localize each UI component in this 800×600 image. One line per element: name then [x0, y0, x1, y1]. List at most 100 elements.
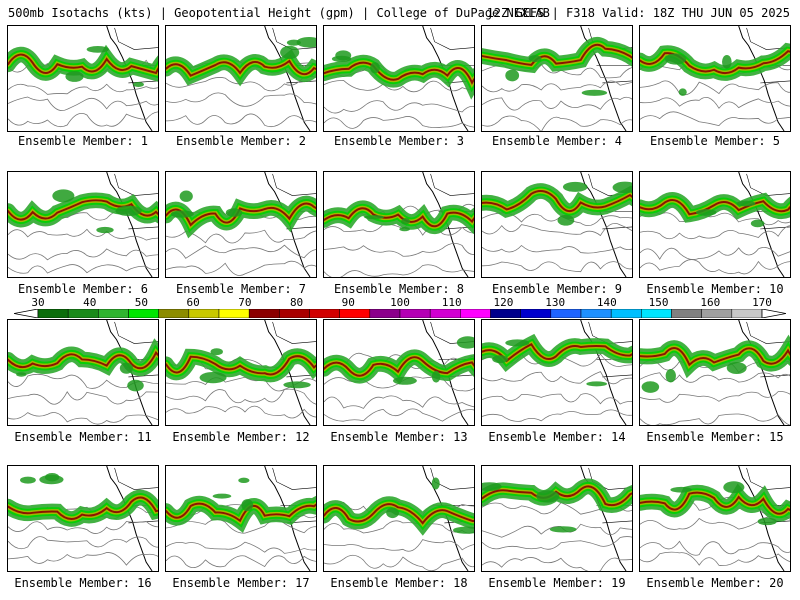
isotach-blob: [557, 214, 575, 226]
jet-isotach-band: [166, 59, 316, 77]
isotach-blob: [505, 339, 530, 347]
isotach-blob: [586, 381, 608, 387]
isotach-blob: [199, 372, 227, 384]
isotach-blob: [695, 209, 717, 216]
ensemble-member-4-map: [481, 25, 633, 132]
jet-isotach-band: [482, 342, 632, 363]
isotach-blob: [283, 381, 311, 389]
ensemble-member-12-map: [165, 319, 317, 426]
isotach-blob: [482, 482, 502, 492]
ensemble-member-9-map: [481, 171, 633, 278]
isotach-blob: [452, 526, 474, 534]
isotach-blob: [670, 486, 692, 493]
ensemble-member-label: Ensemble Member: 10: [646, 282, 784, 296]
ensemble-member-18-map: [323, 465, 475, 572]
isotach-blob: [581, 89, 608, 96]
jet-isotach-band: [640, 347, 790, 367]
height-contour: [640, 111, 790, 127]
header-title-left: 500mb Isotachs (kts) | Geopotential Heig…: [8, 6, 550, 20]
isotach-blob: [170, 210, 194, 218]
ensemble-member-label: Ensemble Member: 9: [491, 282, 623, 296]
ensemble-member-11-map: [7, 319, 159, 426]
ensemble-member-label: Ensemble Member: 8: [333, 282, 465, 296]
coastline: [264, 26, 311, 131]
isotach-blob: [238, 477, 250, 483]
isotach-blob: [757, 517, 777, 526]
ensemble-member-10-map: [639, 171, 791, 278]
ensemble-member-label: Ensemble Member: 12: [172, 430, 310, 444]
ensemble-member-17-map: [165, 465, 317, 572]
jet-isotach-band: [482, 485, 632, 507]
isotach-blob: [536, 490, 560, 503]
colorbar-tick-label: 170: [752, 296, 772, 309]
height-contour: [8, 412, 158, 425]
isotach-blob: [678, 88, 687, 96]
height-contour: [482, 371, 632, 385]
isotach-blob: [386, 507, 399, 519]
colorbar-tick-label: 140: [596, 296, 617, 309]
height-contour: [640, 413, 790, 425]
colorbar-cell: [37, 309, 69, 318]
colorbar-cell: [550, 309, 582, 318]
isotach-blob: [16, 372, 27, 377]
colorbar-cell: [98, 309, 129, 318]
jet-isotach-band: [166, 202, 316, 227]
height-contour: [8, 536, 158, 550]
ensemble-member-label: Ensemble Member: 5: [649, 134, 781, 148]
height-contour: [482, 80, 632, 93]
colorbar-cell: [309, 309, 340, 318]
isotach-blob: [241, 499, 254, 512]
ensemble-member-1-map: [7, 25, 159, 132]
ensemble-member-label: Ensemble Member: 18: [330, 576, 468, 590]
height-contour: [324, 242, 474, 257]
ensemble-member-14-map: [481, 319, 633, 426]
jet-isotach-band: [324, 356, 474, 377]
height-contour: [324, 80, 474, 93]
jet-isotach-band: [324, 503, 474, 525]
isotach-blob: [20, 476, 36, 484]
colorbar-tick-label: 80: [289, 296, 304, 309]
jet-isotach-band: [166, 355, 316, 376]
height-contour: [482, 557, 632, 571]
ensemble-member-label: Ensemble Member: 1: [17, 134, 149, 148]
height-contour: [166, 541, 316, 554]
coastline: [738, 466, 785, 571]
height-contour: [8, 111, 158, 128]
colorbar-tick-label: 90: [341, 296, 355, 309]
isotach-blob: [750, 219, 765, 228]
height-contour: [324, 264, 474, 277]
height-contour: [640, 551, 790, 566]
height-contour: [8, 248, 158, 261]
colorbar-tick-label: 120: [493, 296, 514, 309]
ensemble-member-label: Ensemble Member: 20: [646, 576, 784, 590]
colorbar-cell: [580, 309, 612, 318]
height-contour: [8, 391, 158, 405]
height-contour: [166, 518, 316, 534]
isotach-blob: [431, 477, 440, 490]
isotach-blob: [280, 45, 300, 60]
height-contour: [640, 225, 790, 240]
ensemble-member-6-map: [7, 171, 159, 278]
isotach-blob: [179, 190, 193, 202]
isotach-blob: [641, 381, 660, 393]
colorbar-cell: [429, 309, 461, 318]
jet-isotach-band: [8, 53, 158, 75]
height-contour: [640, 391, 790, 403]
colorbar-right-arrow: [761, 309, 786, 318]
header-title-right: 12Z GEFS | F318 Valid: 18Z THU JUN 05 20…: [486, 6, 790, 20]
colorbar-cell: [490, 309, 521, 318]
jet-isotach-band: [482, 190, 632, 213]
colorbar-cell: [279, 309, 310, 318]
height-contour: [166, 75, 316, 92]
isotach-blob: [212, 493, 232, 499]
isotach-blob: [96, 226, 114, 234]
height-contour: [482, 115, 632, 131]
ensemble-member-2-map: [165, 25, 317, 132]
ensemble-member-label: Ensemble Member: 14: [488, 430, 626, 444]
jet-isotach-band: [324, 207, 474, 228]
height-contour: [324, 116, 474, 129]
isotach-blob: [210, 348, 223, 356]
isotach-blob: [401, 218, 411, 225]
jet-isotach-band: [8, 496, 158, 520]
height-contour: [166, 405, 316, 419]
